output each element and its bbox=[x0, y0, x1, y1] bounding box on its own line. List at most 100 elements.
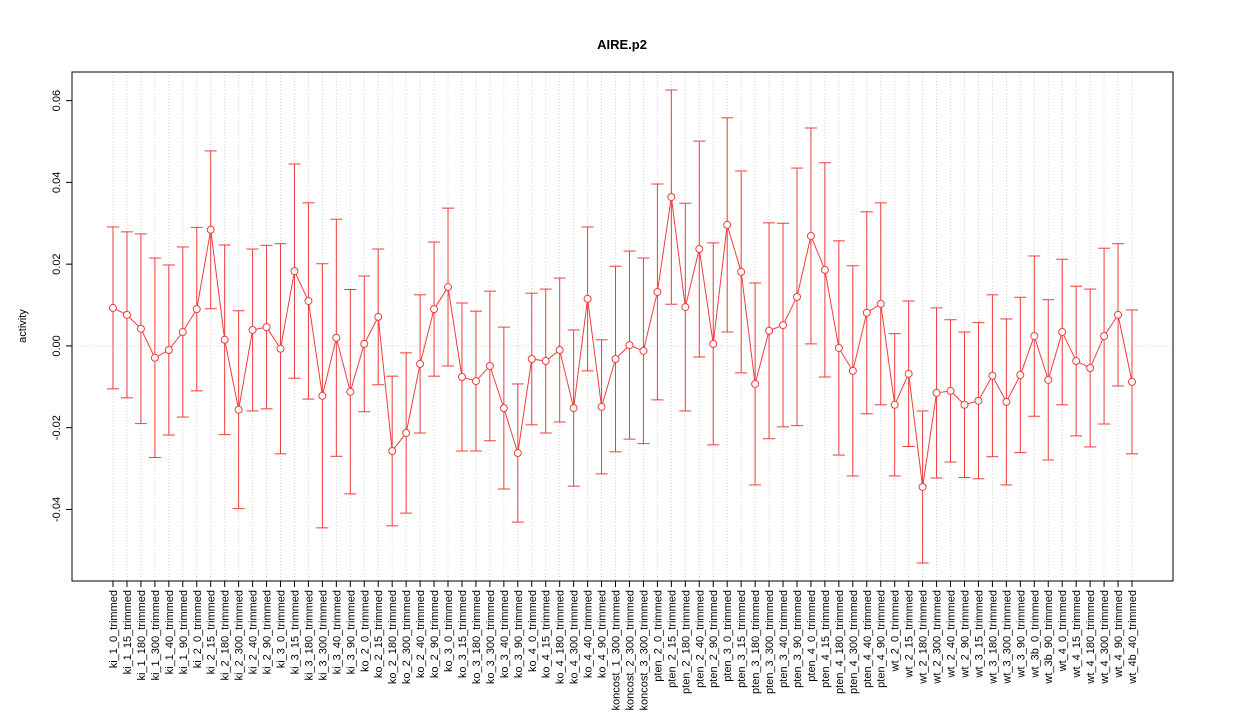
x-tick-label: ki_1_40_trimmed bbox=[164, 590, 176, 674]
x-tick-label: ki_1_15_trimmed bbox=[122, 590, 134, 674]
x-tick-label: ki_2_0_trimmed bbox=[192, 590, 204, 668]
data-point bbox=[1058, 328, 1067, 337]
x-tick-label: wt_2_180_trimmed bbox=[918, 590, 930, 685]
data-point bbox=[1072, 357, 1081, 366]
data-point bbox=[206, 225, 215, 234]
data-point bbox=[178, 328, 187, 337]
data-point bbox=[1086, 363, 1095, 372]
data-point bbox=[471, 377, 480, 386]
x-tick-label: ko_3_0_trimmed bbox=[443, 590, 455, 672]
data-point bbox=[164, 346, 173, 355]
data-point bbox=[639, 346, 648, 355]
x-tick-label: ki_3_40_trimmed bbox=[331, 590, 343, 674]
data-point bbox=[1030, 332, 1039, 341]
x-tick-label: pten_2_40_trimmed bbox=[694, 590, 706, 688]
x-tick-label: ko_4_180_trimmed bbox=[555, 590, 567, 684]
data-point bbox=[430, 305, 439, 314]
x-tick-label: wt_2_40_trimmed bbox=[946, 590, 958, 678]
x-tick-label: ko_3_15_trimmed bbox=[457, 590, 469, 678]
data-point bbox=[653, 287, 662, 296]
x-tick-label: ki_2_180_trimmed bbox=[220, 590, 232, 681]
x-tick-label: wt_2_300_trimmed bbox=[932, 590, 944, 685]
x-tick-label: ko_2_15_trimmed bbox=[373, 590, 385, 678]
data-point bbox=[695, 245, 704, 254]
data-point bbox=[737, 267, 746, 276]
y-tick-label: 0.06 bbox=[51, 90, 63, 111]
x-tick-label: ki_1_90_trimmed bbox=[178, 590, 190, 674]
x-tick-label: pten_3_90_trimmed bbox=[792, 590, 804, 688]
y-tick-label: -0.04 bbox=[51, 497, 63, 522]
x-tick-label: ko_3_40_trimmed bbox=[499, 590, 511, 678]
x-tick-label: ko_3_300_trimmed bbox=[485, 590, 497, 684]
x-tick-label: wt_3b_0_trimmed bbox=[1029, 590, 1041, 678]
x-tick-label: pten_4_40_trimmed bbox=[862, 590, 874, 688]
x-tick-label: wt_3_15_trimmed bbox=[973, 590, 985, 678]
data-point bbox=[318, 391, 327, 400]
x-tick-label: ko_2_180_trimmed bbox=[387, 590, 399, 684]
data-point bbox=[444, 283, 453, 292]
x-tick-label: ki_2_300_trimmed bbox=[234, 590, 246, 681]
x-tick-label: wt_3b_90_trimmed bbox=[1043, 590, 1055, 685]
data-point bbox=[1114, 310, 1123, 319]
x-tick-label: wt_2_0_trimmed bbox=[890, 590, 902, 672]
x-tick-label: ko_2_40_trimmed bbox=[415, 590, 427, 678]
data-point bbox=[779, 321, 788, 330]
x-tick-label: pten_3_40_trimmed bbox=[778, 590, 790, 688]
data-point bbox=[1044, 375, 1053, 384]
data-point bbox=[527, 355, 536, 364]
x-tick-label: ki_2_40_trimmed bbox=[248, 590, 260, 674]
x-tick-label: koncost_2_300_trimmed bbox=[624, 590, 636, 710]
x-tick-label: ko_4_300_trimmed bbox=[569, 590, 581, 684]
data-point bbox=[583, 294, 592, 303]
data-point bbox=[834, 343, 843, 352]
data-point bbox=[122, 310, 131, 319]
data-point bbox=[346, 387, 355, 396]
x-tick-label: ki_1_300_trimmed bbox=[150, 590, 162, 681]
data-point bbox=[988, 371, 997, 380]
data-point bbox=[709, 339, 718, 348]
x-tick-label: ko_4_90_trimmed bbox=[597, 590, 609, 678]
data-point bbox=[611, 355, 620, 364]
data-point bbox=[1002, 397, 1011, 406]
data-point bbox=[388, 446, 397, 455]
data-point bbox=[890, 400, 899, 409]
data-point bbox=[555, 346, 564, 355]
x-tick-label: ki_3_15_trimmed bbox=[289, 590, 301, 674]
x-tick-label: wt_3_90_trimmed bbox=[1015, 590, 1027, 678]
x-tick-label: ki_2_90_trimmed bbox=[262, 590, 274, 674]
x-tick-label: wt_2_15_trimmed bbox=[904, 590, 916, 678]
y-tick-label: 0.04 bbox=[51, 172, 63, 193]
y-tick-label: 0.02 bbox=[51, 253, 63, 274]
data-point bbox=[751, 379, 760, 388]
x-tick-label: pten_4_90_trimmed bbox=[876, 590, 888, 688]
data-point bbox=[109, 303, 117, 312]
data-point bbox=[192, 305, 201, 314]
data-point bbox=[848, 366, 857, 375]
data-point bbox=[597, 402, 606, 411]
x-tick-label: wt_3_300_trimmed bbox=[1001, 590, 1013, 685]
x-tick-label: wt_4_15_trimmed bbox=[1071, 590, 1083, 678]
x-tick-label: ko_2_90_trimmed bbox=[429, 590, 441, 678]
data-point bbox=[792, 292, 801, 301]
data-point bbox=[625, 341, 634, 350]
x-tick-label: pten_3_180_trimmed bbox=[750, 590, 762, 694]
data-point bbox=[876, 299, 885, 308]
data-point bbox=[220, 335, 229, 344]
data-point bbox=[820, 265, 829, 274]
y-tick-label: -0.02 bbox=[51, 415, 63, 440]
data-point bbox=[918, 482, 927, 491]
data-point bbox=[1128, 377, 1136, 386]
x-tick-label: pten_4_15_trimmed bbox=[820, 590, 832, 688]
x-tick-label: ko_4_40_trimmed bbox=[583, 590, 595, 678]
data-point bbox=[904, 369, 913, 378]
data-point bbox=[304, 296, 313, 305]
x-tick-label: ki_3_180_trimmed bbox=[303, 590, 315, 681]
x-tick-label: pten_3_0_trimmed bbox=[722, 590, 734, 682]
data-point bbox=[806, 231, 815, 240]
data-point bbox=[485, 361, 494, 370]
x-tick-label: ko_4_15_trimmed bbox=[541, 590, 553, 678]
data-point bbox=[276, 344, 285, 353]
x-tick-label: wt_4_0_trimmed bbox=[1057, 590, 1069, 672]
x-tick-label: pten_3_300_trimmed bbox=[764, 590, 776, 694]
